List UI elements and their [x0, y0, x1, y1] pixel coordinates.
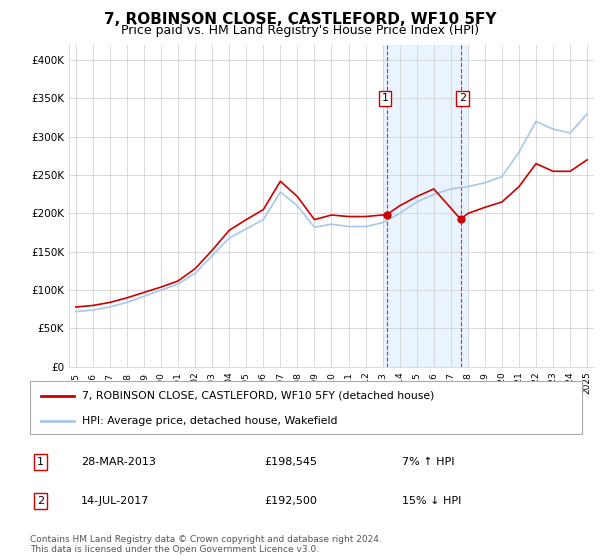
Text: 7, ROBINSON CLOSE, CASTLEFORD, WF10 5FY: 7, ROBINSON CLOSE, CASTLEFORD, WF10 5FY — [104, 12, 496, 27]
Bar — [383, 45, 468, 367]
Point — [456, 214, 466, 223]
Text: 7, ROBINSON CLOSE, CASTLEFORD, WF10 5FY (detached house): 7, ROBINSON CLOSE, CASTLEFORD, WF10 5FY … — [82, 391, 435, 401]
Text: 7% ↑ HPI: 7% ↑ HPI — [402, 457, 455, 467]
Text: £198,545: £198,545 — [264, 457, 317, 467]
Text: 1: 1 — [37, 457, 44, 467]
Text: 15% ↓ HPI: 15% ↓ HPI — [402, 496, 461, 506]
Text: HPI: Average price, detached house, Wakefield: HPI: Average price, detached house, Wake… — [82, 416, 338, 426]
Text: £192,500: £192,500 — [264, 496, 317, 506]
Text: Contains HM Land Registry data © Crown copyright and database right 2024.
This d: Contains HM Land Registry data © Crown c… — [30, 535, 382, 554]
Point — [382, 210, 392, 219]
FancyBboxPatch shape — [30, 381, 582, 434]
Text: 2: 2 — [459, 94, 466, 104]
Text: 2: 2 — [37, 496, 44, 506]
Text: 28-MAR-2013: 28-MAR-2013 — [81, 457, 156, 467]
Text: 1: 1 — [382, 94, 389, 104]
Text: Price paid vs. HM Land Registry's House Price Index (HPI): Price paid vs. HM Land Registry's House … — [121, 24, 479, 36]
Text: 14-JUL-2017: 14-JUL-2017 — [81, 496, 149, 506]
